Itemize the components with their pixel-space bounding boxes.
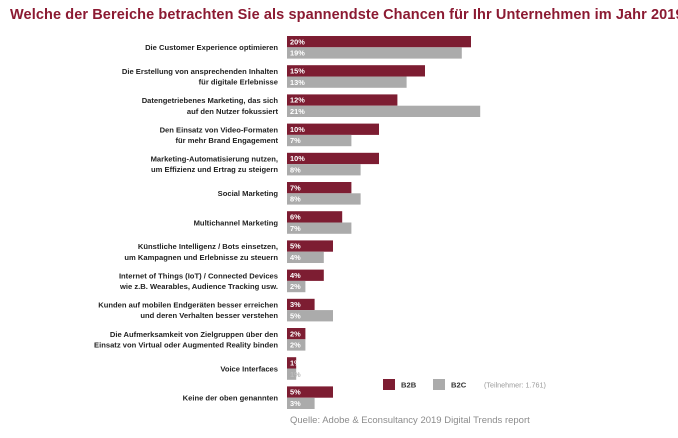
category-9-b2b-value: 4%: [290, 271, 301, 280]
category-9-b2c-value: 2%: [290, 282, 301, 291]
category-11-b2c-value: 2%: [290, 341, 301, 350]
category-5-b2c-value: 8%: [290, 165, 301, 174]
category-3-label: Datengetriebenes Marketing, das sich auf …: [142, 96, 279, 116]
category-6-b2c-value: 8%: [290, 195, 301, 204]
source-note: Quelle: Adobe & Econsultancy 2019 Digita…: [290, 415, 530, 426]
category-1-b2b-value: 20%: [290, 37, 305, 46]
category-2-b2b-value: 15%: [290, 67, 305, 76]
category-6-label: Social Marketing: [218, 189, 279, 198]
category-7-b2c-bar: [287, 222, 352, 234]
category-4-b2b-bar: [287, 123, 379, 135]
category-11-b2b-bar: [287, 328, 306, 340]
legend: B2B B2C (Teilnehmer: 1.761): [383, 379, 546, 390]
category-3-b2c-bar: [287, 105, 481, 117]
category-12-b2c-value: 1%: [290, 370, 301, 379]
category-1-label: Die Customer Experience optimieren: [145, 43, 278, 52]
category-13-b2c-value: 3%: [290, 399, 301, 408]
category-2-b2b-bar: [287, 65, 425, 77]
category-2-b2c-value: 13%: [290, 78, 305, 87]
category-10-b2b-bar: [287, 298, 315, 311]
category-10-b2c-bar: [287, 310, 333, 322]
category-1-b2b-bar: [287, 36, 471, 48]
category-5-label: Marketing-Automatisierung nutzen, um Effi…: [151, 155, 279, 175]
bars: 20% 19% 15% 13% 12% 21% 10% 7% 10% 8% 7% 8% 6% 7% 5% 4%…: [287, 36, 481, 409]
category-3-b2b-value: 12%: [290, 96, 305, 105]
category-2-label: Die Erstellung von ansprechenden Inhalte…: [122, 67, 278, 87]
category-8-b2c-bar: [287, 251, 324, 263]
category-5-b2c-bar: [287, 164, 361, 176]
category-13-b2b-value: 5%: [290, 388, 301, 397]
category-8-label: Künstliche Intelligenz / Bots einsetzen,…: [124, 242, 278, 262]
legend-b2c-label: B2C: [451, 381, 467, 390]
category-7-b2b-bar: [287, 211, 343, 223]
category-13-b2b-bar: [287, 386, 333, 398]
category-labels: Die Customer Experience optimieren Die Er…: [94, 43, 278, 402]
category-7-b2b-value: 6%: [290, 213, 301, 222]
category-5-b2b-value: 10%: [290, 154, 305, 163]
category-11-b2c-bar: [287, 339, 306, 351]
category-8-b2c-value: 4%: [290, 253, 301, 262]
category-13-label: Keine der oben genannten: [183, 394, 279, 403]
category-7-b2c-value: 7%: [290, 224, 301, 233]
category-12-b2b-bar: [287, 357, 297, 369]
participants-note: (Teilnehmer: 1.761): [484, 381, 546, 390]
category-10-label: Kunden auf mobilen Endgeräten besser err…: [98, 301, 278, 321]
category-4-b2c-bar: [287, 134, 352, 147]
category-6-b2b-value: 7%: [290, 183, 301, 192]
category-4-label: Den Einsatz von Video-Formaten für mehr B…: [160, 125, 279, 145]
category-9-b2c-bar: [287, 280, 306, 293]
category-6-b2b-bar: [287, 182, 352, 194]
category-10-b2b-value: 3%: [290, 300, 301, 309]
legend-b2b-label: B2B: [401, 381, 417, 390]
category-4-b2c-value: 7%: [290, 136, 301, 145]
category-2-b2c-bar: [287, 76, 407, 88]
category-11-label: Die Aufmerksamkeit von Zielgruppen über …: [94, 330, 278, 350]
category-5-b2b-bar: [287, 152, 379, 165]
category-8-b2b-value: 5%: [290, 242, 301, 251]
category-8-b2b-bar: [287, 240, 333, 252]
category-1-b2c-bar: [287, 47, 462, 59]
legend-b2c-swatch: [433, 379, 445, 390]
category-3-b2b-bar: [287, 94, 398, 106]
category-4-b2b-value: 10%: [290, 125, 305, 134]
category-11-b2b-value: 2%: [290, 329, 301, 338]
category-12-label: Voice Interfaces: [220, 364, 278, 373]
category-9-label: Internet of Things (IoT) / Connected Dev…: [119, 271, 278, 291]
category-1-b2c-value: 19%: [290, 49, 305, 58]
category-3-b2c-value: 21%: [290, 107, 305, 116]
chart-title: Welche der Bereiche betrachten Sie als s…: [10, 7, 678, 23]
category-13-b2c-bar: [287, 397, 315, 409]
category-12-b2c-bar: [287, 368, 297, 380]
legend-b2b-swatch: [383, 379, 395, 390]
category-7-label: Multichannel Marketing: [194, 218, 279, 227]
category-9-b2b-bar: [287, 269, 324, 281]
category-12-b2b-value: 1%: [290, 359, 301, 368]
category-10-b2c-value: 5%: [290, 311, 301, 320]
category-6-b2c-bar: [287, 193, 361, 205]
